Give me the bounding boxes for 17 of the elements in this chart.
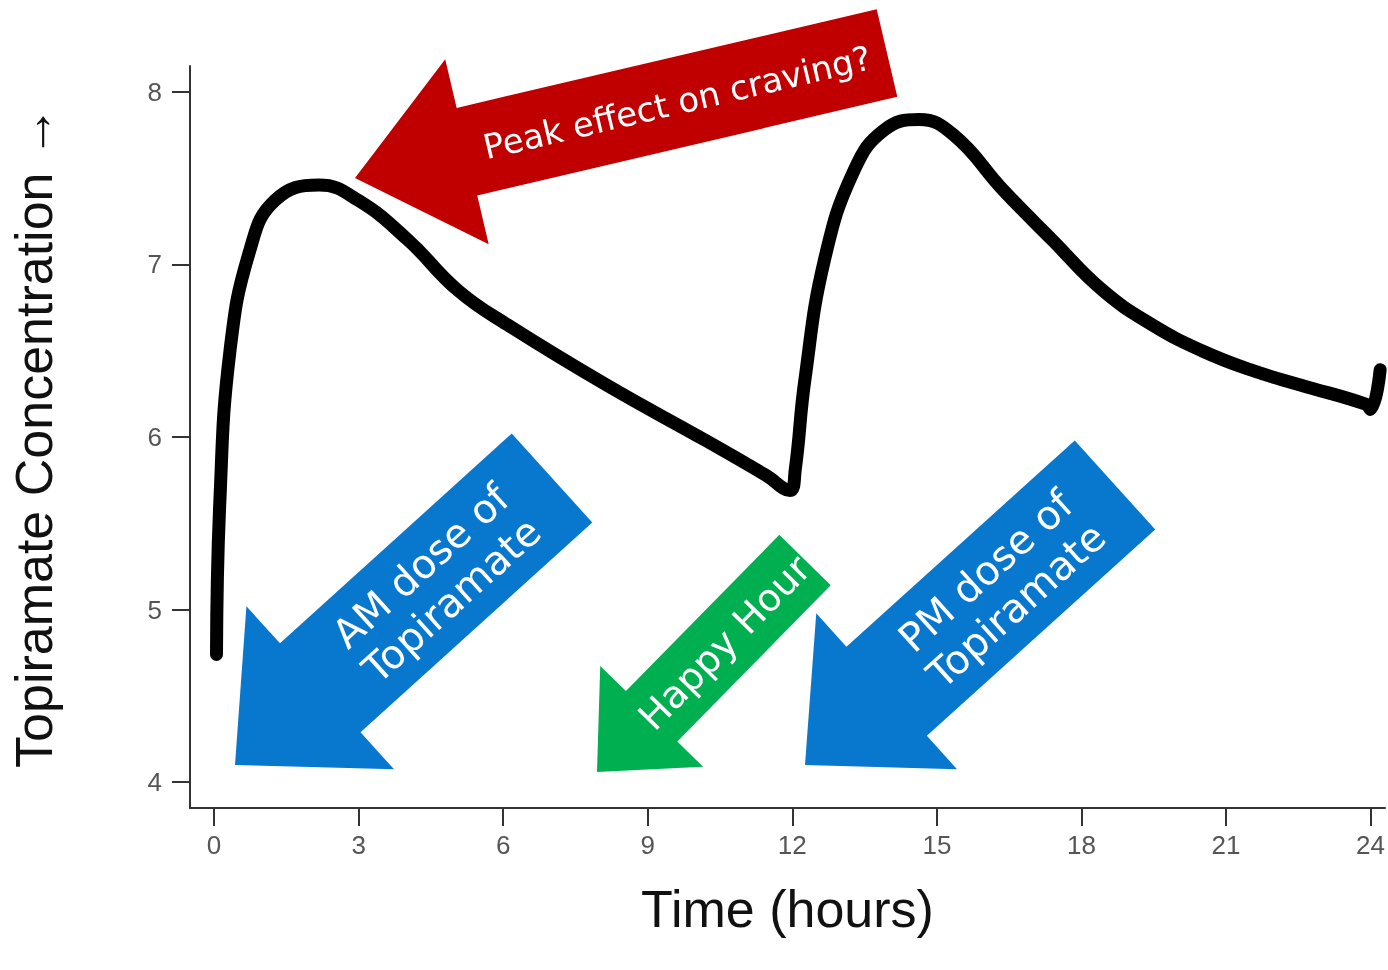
y-tick-label: 8 xyxy=(147,76,162,107)
y-tick-label: 4 xyxy=(147,767,162,798)
x-tick-label: 15 xyxy=(922,830,952,860)
y-tick-label: 7 xyxy=(147,249,162,280)
x-tick-label: 3 xyxy=(351,830,366,860)
annotation: Peak effect on craving? xyxy=(479,37,875,168)
x-tick-label: 18 xyxy=(1066,830,1096,860)
x-tick-label: 0 xyxy=(206,830,222,860)
y-tick-label: 5 xyxy=(147,594,162,625)
x-axis-title: Time (hours) xyxy=(641,880,934,938)
x-tick-label: 12 xyxy=(777,830,807,860)
x-tick-label: 21 xyxy=(1211,830,1241,860)
y-axis-title: Topiramate Concentration → xyxy=(5,106,63,768)
x-tick-label: 24 xyxy=(1356,830,1386,860)
x-tick-label: 6 xyxy=(495,830,511,860)
x-tick-label: 9 xyxy=(640,830,655,860)
y-tick-label: 6 xyxy=(147,422,162,452)
